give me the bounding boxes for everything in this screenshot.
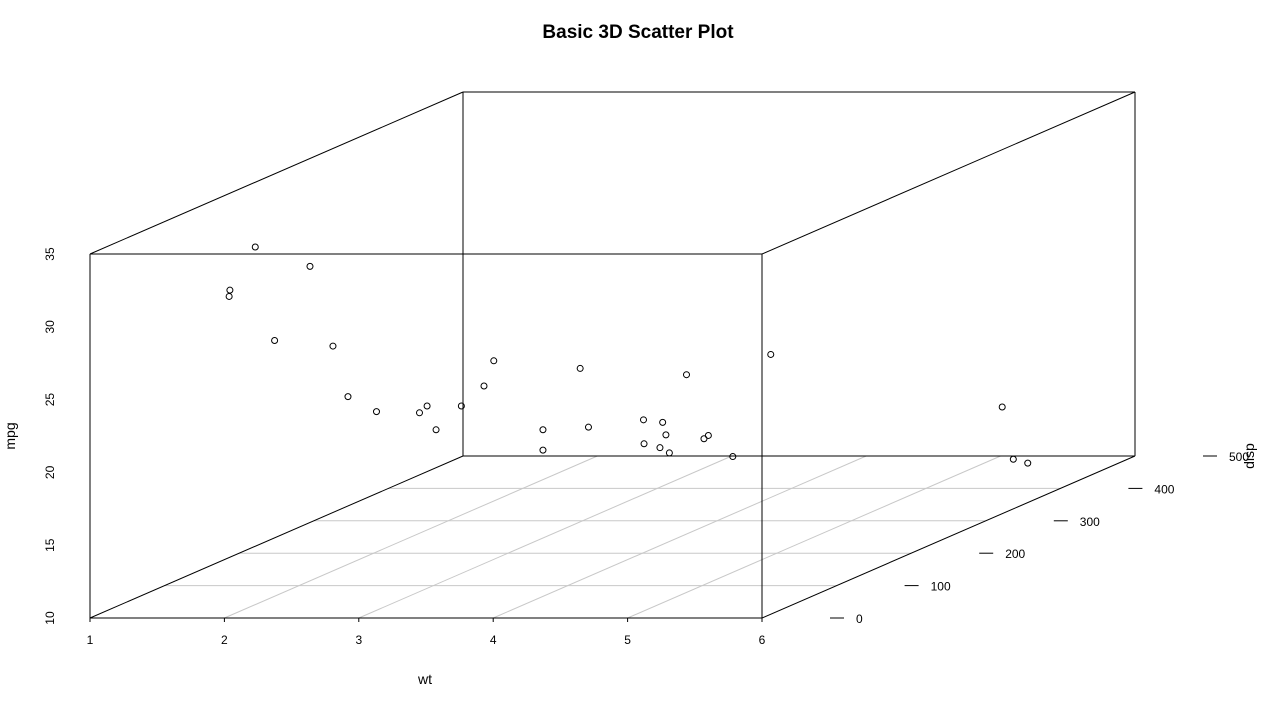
y-axis-label: disp <box>1241 443 1257 469</box>
grid-line-x <box>493 455 867 619</box>
data-point <box>329 342 337 350</box>
x-tick-label: 4 <box>490 633 497 647</box>
box-edge <box>761 455 1136 619</box>
axis-ticks: 1 2 3 4 5 6 10 15 20 25 30 35 0 100 200 300 400 500 <box>43 247 1249 647</box>
grid-line-x <box>358 455 732 619</box>
data-point <box>662 431 670 439</box>
data-point <box>344 393 352 401</box>
y-tick-label: 200 <box>1005 547 1025 561</box>
z-tick-label: 15 <box>43 538 57 552</box>
data-point <box>682 371 690 379</box>
data-point <box>659 418 667 426</box>
data-point <box>306 262 314 270</box>
data-point <box>729 453 737 461</box>
y-tick-label: 300 <box>1080 515 1100 529</box>
data-point <box>665 449 673 457</box>
data-point <box>539 446 547 454</box>
x-tick-label: 2 <box>221 633 228 647</box>
x-axis-label: wt <box>417 671 432 687</box>
y-tick-label: 400 <box>1154 482 1174 496</box>
data-point <box>490 357 498 365</box>
grid-line-x <box>224 455 598 619</box>
data-point <box>457 402 465 410</box>
floor-grid <box>164 455 1061 619</box>
data-point <box>423 402 431 410</box>
data-points <box>225 243 1032 467</box>
data-point <box>432 426 440 434</box>
data-point <box>415 409 423 417</box>
data-point <box>584 423 592 431</box>
x-tick-label: 6 <box>759 633 766 647</box>
box-edge <box>89 455 464 619</box>
z-tick-label: 35 <box>43 247 57 261</box>
y-tick-label: 100 <box>931 580 951 594</box>
x-tick-label: 1 <box>87 633 94 647</box>
data-point <box>226 286 234 294</box>
x-tick-label: 3 <box>355 633 362 647</box>
data-point <box>271 337 279 345</box>
data-point <box>225 292 233 300</box>
x-tick-label: 5 <box>624 633 631 647</box>
z-axis-label: mpg <box>2 422 18 449</box>
data-point <box>767 350 775 358</box>
data-point <box>700 435 708 443</box>
data-point <box>704 431 712 439</box>
data-point <box>251 243 259 251</box>
box-edge <box>89 91 464 255</box>
y-tick-label: 500 <box>1229 450 1249 464</box>
data-point <box>998 403 1006 411</box>
data-point <box>539 426 547 434</box>
box-edge <box>761 91 1136 255</box>
z-tick-label: 25 <box>43 393 57 407</box>
data-point <box>480 382 488 390</box>
data-point <box>639 416 647 424</box>
data-point <box>1024 459 1032 467</box>
y-tick-label: 0 <box>856 612 863 626</box>
data-point <box>640 440 648 448</box>
data-point <box>372 408 380 416</box>
grid-line-x <box>627 455 1001 619</box>
data-point <box>576 364 584 372</box>
data-point <box>1009 455 1017 463</box>
data-point <box>656 444 664 452</box>
z-tick-label: 30 <box>43 320 57 334</box>
chart-title: Basic 3D Scatter Plot <box>542 22 734 43</box>
plot-box <box>89 91 1136 619</box>
z-tick-label: 10 <box>43 611 57 625</box>
z-tick-label: 20 <box>43 465 57 479</box>
